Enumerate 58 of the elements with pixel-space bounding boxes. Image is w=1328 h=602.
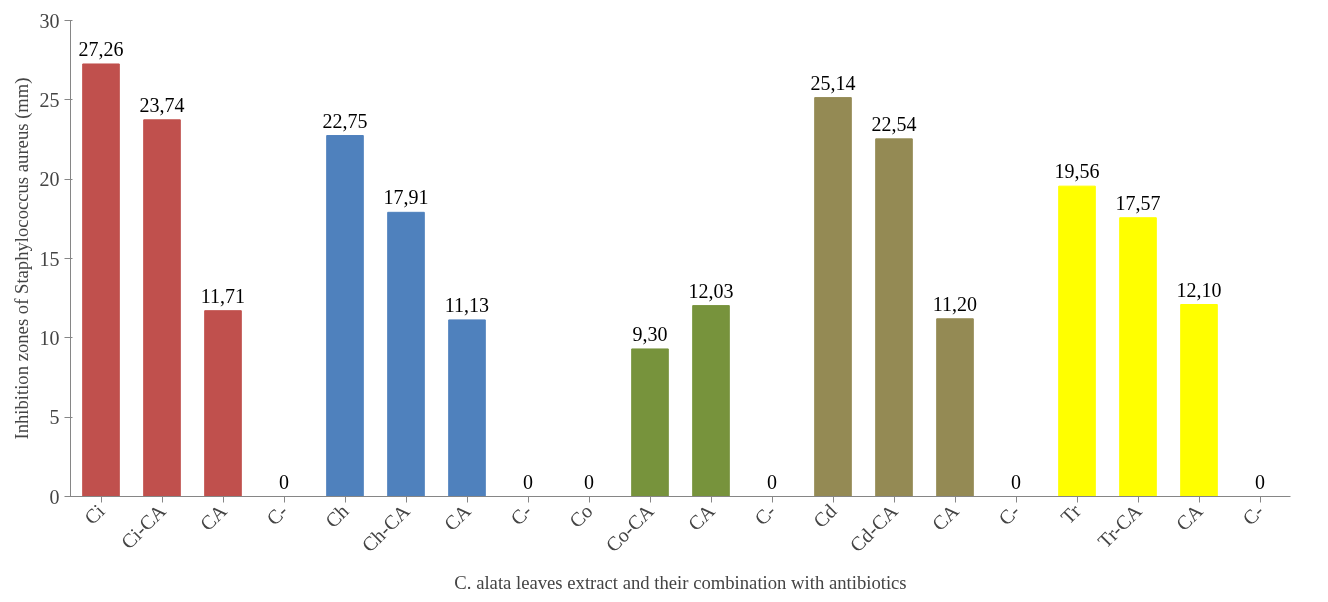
x-tick-label: C- bbox=[994, 499, 1024, 530]
y-tick-label: 0 bbox=[49, 485, 60, 508]
bar bbox=[875, 138, 913, 497]
x-tick-label: CA bbox=[927, 499, 964, 535]
data-label: 17,91 bbox=[383, 186, 429, 209]
bar bbox=[326, 135, 364, 497]
y-tick-label: 5 bbox=[49, 406, 60, 429]
data-label: 12,03 bbox=[688, 279, 734, 302]
bar bbox=[82, 63, 120, 497]
x-tick-label: Cd bbox=[808, 499, 841, 532]
y-tick-label: 10 bbox=[39, 326, 60, 349]
x-tick-label: CA bbox=[195, 499, 232, 535]
bar bbox=[1058, 185, 1096, 497]
data-label: 23,74 bbox=[139, 93, 185, 116]
bar bbox=[631, 348, 669, 497]
bar bbox=[143, 119, 181, 497]
x-tick-label: CA bbox=[683, 499, 720, 535]
data-label: 0 bbox=[584, 470, 594, 493]
x-tick-label: CA bbox=[1171, 499, 1208, 535]
data-label: 11,13 bbox=[444, 293, 490, 316]
bar bbox=[204, 310, 242, 497]
x-tick-label: C- bbox=[1238, 499, 1268, 530]
data-label: 25,14 bbox=[810, 71, 856, 94]
data-label: 0 bbox=[1011, 470, 1021, 493]
x-tick-label: Ch bbox=[320, 499, 353, 532]
y-tick-label: 30 bbox=[39, 9, 60, 32]
data-label: 22,54 bbox=[871, 112, 917, 135]
x-tick-label: Tr bbox=[1056, 499, 1086, 529]
data-label: 19,56 bbox=[1054, 160, 1100, 183]
bar bbox=[692, 305, 730, 497]
x-tick-label: C- bbox=[262, 499, 292, 530]
x-tick-label: CA bbox=[439, 499, 476, 535]
data-label: 17,57 bbox=[1115, 191, 1161, 214]
data-label: 0 bbox=[279, 470, 289, 493]
bar bbox=[1119, 217, 1157, 497]
y-tick-label: 15 bbox=[39, 247, 60, 270]
x-tick-label: C- bbox=[506, 499, 536, 530]
data-label: 0 bbox=[523, 470, 533, 493]
data-label: 11,71 bbox=[200, 284, 246, 307]
data-label: 9,30 bbox=[632, 322, 668, 345]
data-label: 11,20 bbox=[932, 292, 978, 315]
bar bbox=[936, 318, 974, 497]
x-tick-label: C- bbox=[750, 499, 780, 530]
data-label: 12,10 bbox=[1176, 278, 1222, 301]
y-tick-label: 25 bbox=[39, 88, 60, 111]
data-label: 27,26 bbox=[78, 37, 124, 60]
bar bbox=[448, 319, 486, 497]
data-label: 0 bbox=[767, 470, 777, 493]
x-tick-label: Ci bbox=[79, 499, 110, 529]
y-tick-label: 20 bbox=[39, 168, 60, 191]
x-tick-label: Co bbox=[564, 499, 597, 532]
data-label: 0 bbox=[1255, 470, 1265, 493]
bar bbox=[814, 97, 852, 497]
data-label: 22,75 bbox=[322, 109, 368, 132]
bar bbox=[1180, 304, 1218, 497]
bar bbox=[387, 211, 425, 497]
y-axis-title: Inhibition zones of Staphylococcus aureus (mm) bbox=[10, 77, 33, 440]
x-axis-title: C. alata leaves extract and their combination with antibiotics bbox=[454, 571, 907, 593]
